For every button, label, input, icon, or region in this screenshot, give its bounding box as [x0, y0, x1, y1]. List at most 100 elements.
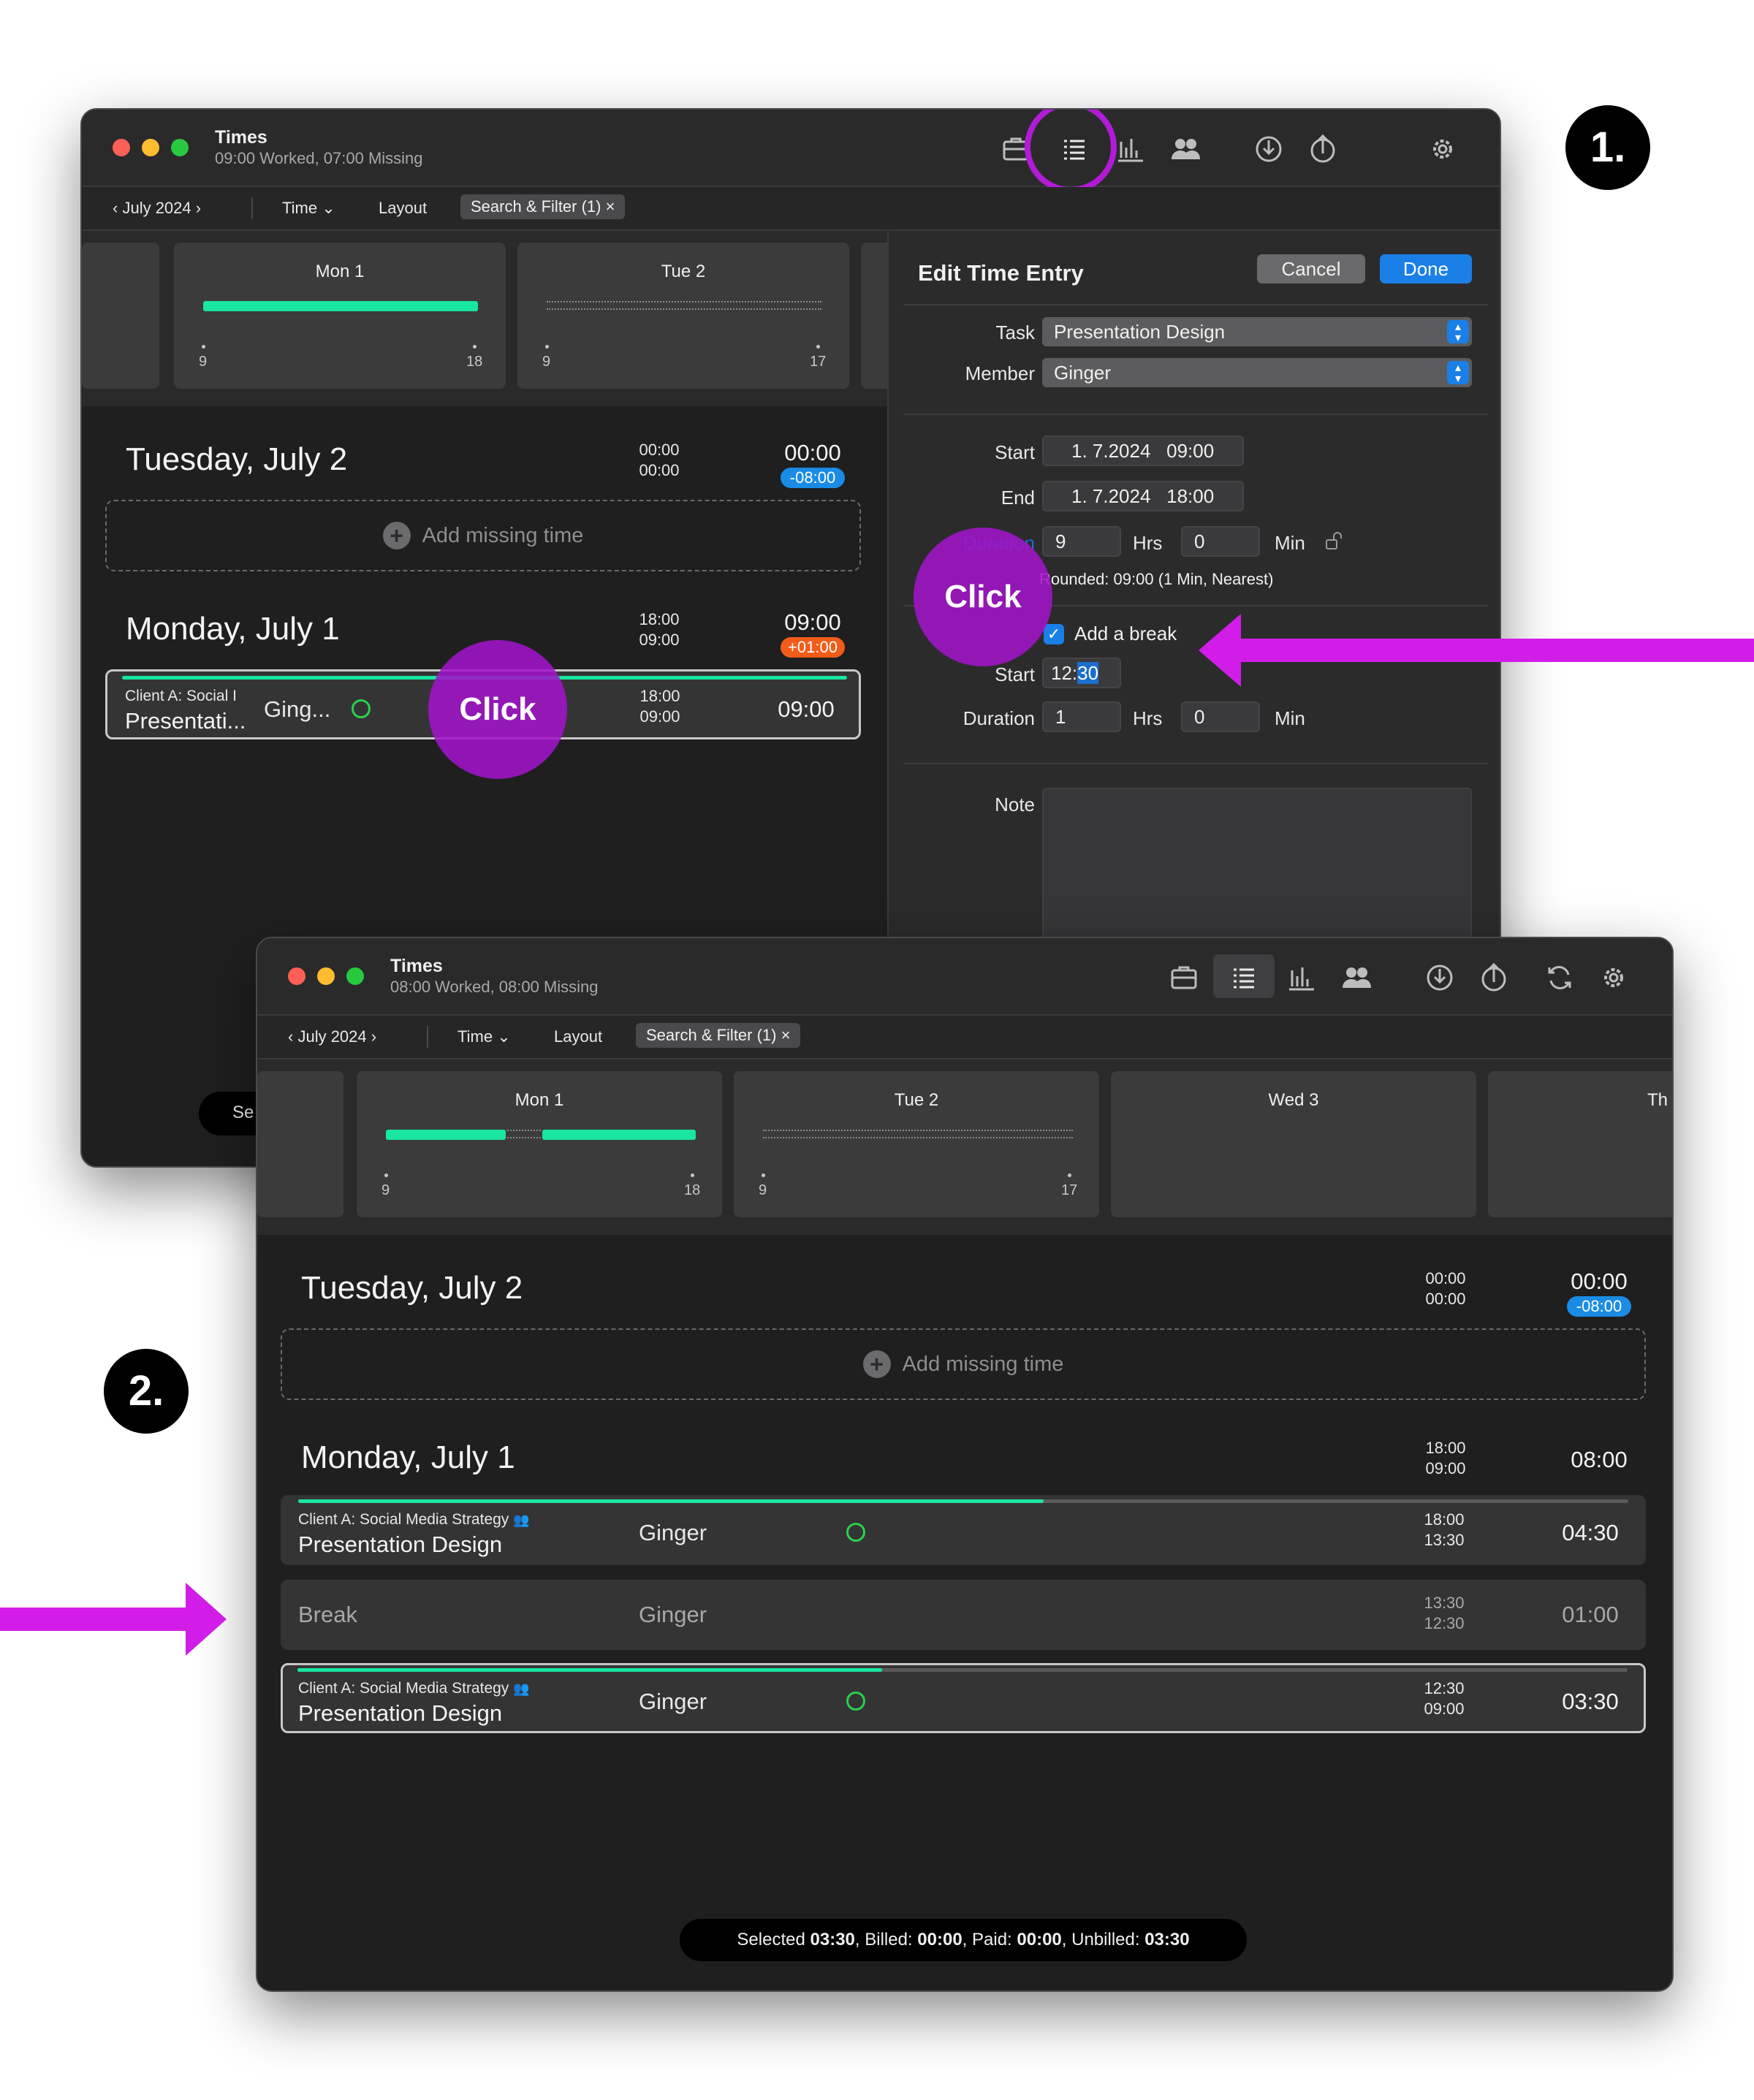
time-menu[interactable]: Time ⌄: [282, 199, 335, 217]
share-icon[interactable]: [1476, 960, 1511, 995]
end-time: 18:00: [1166, 485, 1215, 507]
window-subtitle: 08:00 Worked, 08:00 Missing: [390, 978, 599, 996]
cancel-button[interactable]: Cancel: [1257, 254, 1365, 284]
paid-value: 00:00: [1017, 1930, 1062, 1949]
entry-start: 09:00: [639, 707, 680, 726]
break-start-label: Start: [995, 663, 1035, 685]
month-picker[interactable]: ‹ July 2024 ›: [113, 199, 202, 217]
search-filter-label: Search & Filter (1): [471, 197, 601, 216]
break-start-input[interactable]: 12:30: [1042, 658, 1121, 688]
remove-filter-icon[interactable]: ×: [781, 1026, 791, 1044]
minimize-window-button[interactable]: [142, 139, 159, 156]
day-card-mon[interactable]: Mon 1 9 18: [174, 243, 506, 389]
entry-end: 18:00: [639, 687, 680, 705]
status-circle-icon[interactable]: [352, 699, 371, 718]
month-picker[interactable]: ‹ July 2024 ›: [288, 1027, 377, 1046]
entry-member: Ginger: [639, 1520, 707, 1545]
day-card-tue[interactable]: Tue 2 9 17: [734, 1071, 1099, 1217]
time-entry-row[interactable]: Client A: Social Media Strategy 👥 Presen…: [281, 1495, 1646, 1565]
close-window-button[interactable]: [113, 139, 130, 156]
start-datetime-field[interactable]: 1. 7.2024 09:00: [1042, 435, 1244, 466]
minimize-window-button[interactable]: [317, 967, 335, 985]
duration-minutes-input[interactable]: 0: [1181, 526, 1260, 557]
day-card-prev[interactable]: [82, 243, 159, 389]
day-total: 08:00: [1571, 1447, 1628, 1472]
entry-progress: [297, 1668, 882, 1672]
status-circle-icon[interactable]: [846, 1523, 865, 1542]
entry-client: Client A: Social Media Strategy 👥: [298, 1680, 530, 1697]
done-button[interactable]: Done: [1380, 254, 1472, 284]
tick-end: 18: [466, 345, 483, 370]
click-annotation-checkbox: Click: [914, 528, 1052, 666]
import-icon[interactable]: [1251, 132, 1286, 167]
day-total: 00:00: [784, 440, 841, 465]
window-subtitle: 09:00 Worked, 07:00 Missing: [215, 149, 423, 167]
add-missing-time-button[interactable]: + Add missing time: [105, 500, 861, 571]
arrow-right-annotation: [0, 1583, 227, 1656]
chevron-updown-icon: ▴ ▾: [1447, 361, 1469, 385]
bar-chart-icon[interactable]: [1283, 960, 1318, 995]
task-select[interactable]: Presentation Design ▴ ▾: [1042, 317, 1472, 346]
step-1-badge: 1.: [1565, 105, 1650, 190]
entry-start: 13:30: [1424, 1531, 1465, 1549]
entry-client-name: Client A: Social Media Strategy: [298, 1680, 509, 1697]
close-window-button[interactable]: [288, 967, 305, 985]
entry-member: Ging...: [264, 696, 331, 722]
sync-icon[interactable]: [1542, 960, 1577, 995]
unlock-icon[interactable]: [1324, 530, 1345, 551]
add-break-checkbox[interactable]: ✓: [1044, 624, 1064, 644]
layout-menu[interactable]: Layout: [554, 1027, 603, 1046]
remove-filter-icon[interactable]: ×: [605, 197, 615, 216]
tick-end: 17: [810, 345, 827, 370]
titlebar: Times 09:00 Worked, 07:00 Missing: [82, 110, 1500, 187]
plus-icon: +: [862, 1350, 891, 1378]
add-missing-time-button[interactable]: + Add missing time: [281, 1328, 1646, 1400]
month-label: July 2024: [122, 199, 191, 217]
day-card-wed[interactable]: Wed 3: [1111, 1071, 1476, 1217]
window-step-2: Times 08:00 Worked, 08:00 Missing ‹ July…: [256, 937, 1674, 1992]
duration-hours-input[interactable]: 9: [1042, 526, 1121, 557]
start-label: Start: [995, 441, 1035, 463]
member-select[interactable]: Ginger ▴ ▾: [1042, 358, 1472, 387]
members-icon[interactable]: [1339, 960, 1374, 995]
rounded-info: Rounded: 09:00 (1 Min, Nearest): [1039, 570, 1274, 588]
break-hours-input[interactable]: 1: [1042, 701, 1121, 732]
day-total: 09:00: [784, 609, 841, 635]
search-filter-chip[interactable]: Search & Filter (1) ×: [636, 1023, 801, 1048]
break-duration-label: Duration: [963, 707, 1035, 729]
toolbar-row: ‹ July 2024 › Time ⌄ Layout Search & Fil…: [257, 1016, 1672, 1059]
status-circle-icon[interactable]: [846, 1692, 865, 1711]
paid-label: Paid:: [972, 1930, 1012, 1949]
search-filter-chip[interactable]: Search & Filter (1) ×: [460, 194, 626, 219]
end-label: End: [1001, 487, 1035, 509]
time-menu[interactable]: Time ⌄: [458, 1027, 511, 1046]
day-card-thu[interactable]: Th: [1488, 1071, 1672, 1217]
add-missing-label: Add missing time: [422, 523, 584, 547]
zoom-window-button[interactable]: [346, 967, 364, 985]
day-start-time: 00:00: [639, 461, 680, 479]
layout-menu[interactable]: Layout: [379, 199, 428, 217]
worked-bar-afternoon: [542, 1130, 696, 1140]
break-bar: [507, 1130, 541, 1138]
gear-icon[interactable]: [1596, 960, 1631, 995]
zoom-window-button[interactable]: [171, 139, 189, 156]
gear-icon[interactable]: [1425, 132, 1460, 167]
worked-bar: [203, 301, 478, 311]
hrs-unit: Hrs: [1133, 707, 1163, 729]
toolbar-divider: [251, 197, 253, 219]
step-2-badge: 2.: [104, 1349, 189, 1434]
briefcase-icon[interactable]: [1166, 960, 1201, 995]
bar-chart-icon[interactable]: [1112, 132, 1147, 167]
day-card-prev[interactable]: [257, 1071, 343, 1217]
break-entry-row[interactable]: Break Ginger 13:30 12:30 01:00: [281, 1580, 1646, 1650]
day-card-tue[interactable]: Tue 2 9 17: [517, 243, 849, 389]
break-minutes-input[interactable]: 0: [1181, 701, 1260, 732]
entry-total: 03:30: [1562, 1689, 1619, 1714]
day-card-mon[interactable]: Mon 1 9 18: [357, 1071, 722, 1217]
time-entry-row[interactable]: Client A: Social Media Strategy 👥 Presen…: [281, 1663, 1646, 1733]
list-icon[interactable]: [1226, 960, 1261, 995]
members-icon[interactable]: [1168, 132, 1203, 167]
import-icon[interactable]: [1422, 960, 1457, 995]
end-datetime-field[interactable]: 1. 7.2024 18:00: [1042, 481, 1244, 511]
share-icon[interactable]: [1305, 132, 1340, 167]
